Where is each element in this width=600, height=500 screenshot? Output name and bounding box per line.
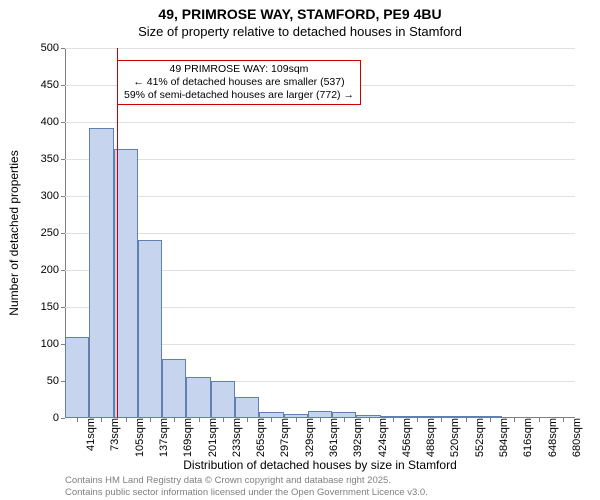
x-tick-label: 456sqm (397, 418, 413, 457)
x-tick-label: 648sqm (543, 418, 559, 457)
x-tick-label: 616sqm (518, 418, 534, 457)
x-axis-title: Distribution of detached houses by size … (183, 458, 456, 472)
y-tick-label: 450 (41, 79, 65, 91)
x-tick-mark (466, 418, 467, 422)
x-tick-mark (77, 418, 78, 422)
footer-text: Contains HM Land Registry data © Crown c… (65, 475, 428, 498)
annotation-line-2: ← 41% of detached houses are smaller (53… (124, 76, 354, 89)
histogram-bar (186, 377, 210, 418)
y-tick-label: 200 (41, 264, 65, 276)
x-tick-label: 361sqm (324, 418, 340, 457)
x-tick-mark (199, 418, 200, 422)
x-tick-mark (174, 418, 175, 422)
x-tick-label: 520sqm (445, 418, 461, 457)
x-tick-label: 265sqm (251, 418, 267, 457)
x-tick-label: 73sqm (105, 418, 121, 451)
y-tick-label: 50 (47, 375, 65, 387)
x-tick-label: 584sqm (494, 418, 510, 457)
annotation-line-3: 59% of semi-detached houses are larger (… (124, 89, 354, 102)
x-tick-label: 233sqm (227, 418, 243, 457)
x-tick-label: 552sqm (470, 418, 486, 457)
x-tick-label: 329sqm (300, 418, 316, 457)
grid-line (65, 159, 575, 160)
y-axis-title: Number of detached properties (7, 150, 21, 315)
histogram-bar (162, 359, 186, 418)
x-tick-mark (247, 418, 248, 422)
x-tick-label: 297sqm (275, 418, 291, 457)
y-tick-label: 0 (53, 412, 65, 424)
x-tick-label: 488sqm (421, 418, 437, 457)
histogram-bar (308, 411, 332, 418)
x-tick-mark (296, 418, 297, 422)
y-tick-label: 250 (41, 227, 65, 239)
grid-line (65, 122, 575, 123)
x-tick-mark (417, 418, 418, 422)
x-tick-label: 105sqm (130, 418, 146, 457)
footer-line-1: Contains HM Land Registry data © Crown c… (65, 475, 428, 486)
annotation-line-1: 49 PRIMROSE WAY: 109sqm (124, 63, 354, 76)
y-tick-label: 350 (41, 153, 65, 165)
annotation-box: 49 PRIMROSE WAY: 109sqm ← 41% of detache… (117, 60, 361, 105)
plot-area: 05010015020025030035040045050041sqm73sqm… (65, 48, 575, 418)
x-tick-mark (539, 418, 540, 422)
chart-subtitle: Size of property relative to detached ho… (0, 22, 600, 39)
x-tick-mark (150, 418, 151, 422)
x-tick-label: 137sqm (154, 418, 170, 457)
y-tick-label: 150 (41, 301, 65, 313)
histogram-bar (89, 128, 113, 418)
y-tick-label: 400 (41, 116, 65, 128)
x-tick-mark (271, 418, 272, 422)
y-tick-label: 500 (41, 42, 65, 54)
x-tick-mark (101, 418, 102, 422)
chart-container: 49, PRIMROSE WAY, STAMFORD, PE9 4BU Size… (0, 0, 600, 500)
x-tick-label: 201sqm (203, 418, 219, 457)
x-tick-label: 424sqm (373, 418, 389, 457)
x-tick-mark (223, 418, 224, 422)
x-tick-mark (126, 418, 127, 422)
x-tick-mark (344, 418, 345, 422)
y-tick-label: 100 (41, 338, 65, 350)
grid-line (65, 48, 575, 49)
x-tick-mark (369, 418, 370, 422)
histogram-bar (235, 397, 259, 418)
y-tick-label: 300 (41, 190, 65, 202)
x-tick-mark (441, 418, 442, 422)
histogram-bar (65, 337, 89, 418)
x-tick-mark (320, 418, 321, 422)
footer-line-2: Contains public sector information licen… (65, 487, 428, 498)
x-tick-label: 392sqm (348, 418, 364, 457)
x-tick-label: 680sqm (567, 418, 583, 457)
histogram-bar (138, 240, 162, 418)
x-tick-label: 41sqm (81, 418, 97, 451)
x-tick-mark (490, 418, 491, 422)
x-tick-mark (393, 418, 394, 422)
x-tick-mark (563, 418, 564, 422)
grid-line (65, 196, 575, 197)
chart-title: 49, PRIMROSE WAY, STAMFORD, PE9 4BU (0, 0, 600, 22)
x-tick-mark (514, 418, 515, 422)
x-tick-label: 169sqm (178, 418, 194, 457)
grid-line (65, 233, 575, 234)
histogram-bar (211, 381, 235, 418)
